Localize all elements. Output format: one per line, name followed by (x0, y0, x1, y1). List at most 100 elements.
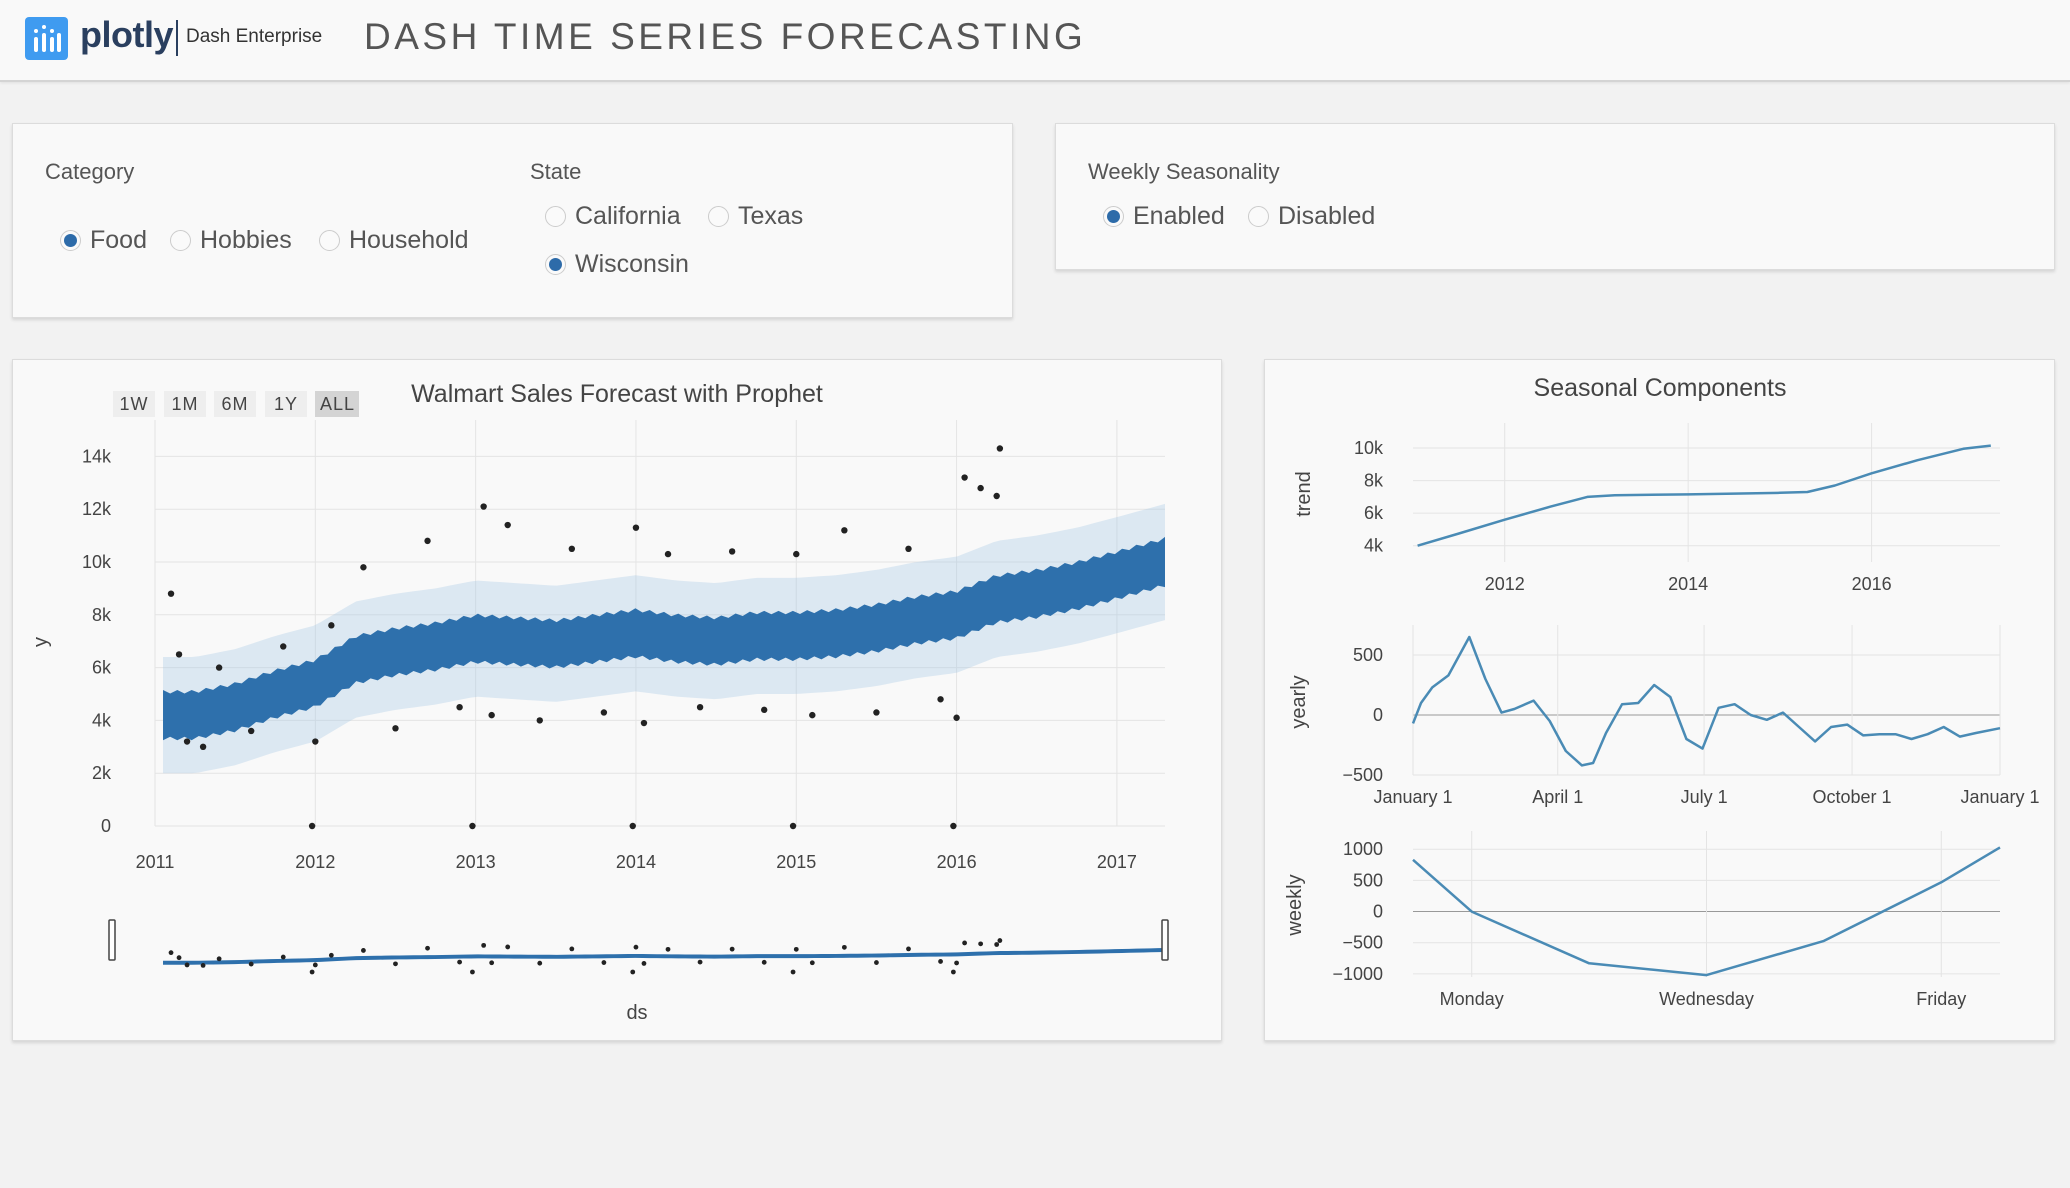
data-point (480, 503, 487, 510)
x-tick-label: Friday (1916, 989, 1966, 1009)
rangeslider-point (633, 944, 639, 950)
product-name: Dash Enterprise (186, 26, 323, 47)
data-point (961, 474, 968, 481)
rangeslider-point (481, 942, 487, 948)
forecast-chart-title: Walmart Sales Forecast with Prophet (411, 380, 823, 408)
seasonal-components-chart[interactable]: Seasonal Components 4k 6k 8k 10k 2012 2014 201… (1265, 360, 2054, 1040)
category-radio-food[interactable]: Food (60, 226, 147, 255)
category-radio-hobbies[interactable]: Hobbies (170, 226, 292, 255)
y-tick-label: −500 (1342, 765, 1383, 785)
range-button-all[interactable]: ALL (315, 391, 359, 417)
plotly-logo-icon (25, 17, 68, 60)
y-tick-label: 4k (92, 710, 112, 730)
data-point (993, 492, 1000, 500)
state-radio-wisconsin[interactable]: Wisconsin (545, 250, 689, 279)
rangeslider-forecast (163, 948, 1165, 965)
rangeslider-point (312, 962, 318, 968)
trend-axis-label: trend (1293, 471, 1315, 517)
data-point (664, 550, 672, 558)
yearly-axis-label: yearly (1288, 675, 1310, 728)
rangeslider-point (697, 959, 703, 965)
rangeslider-point (361, 948, 366, 953)
data-point (937, 696, 944, 703)
data-point (629, 822, 636, 830)
radio-checked-icon (60, 230, 81, 251)
y-tick-label: 8k (1364, 471, 1384, 491)
rangeslider-point (729, 946, 735, 952)
range-button-6m[interactable]: 6M (214, 391, 256, 417)
radio-unchecked-icon (545, 206, 566, 227)
data-point (905, 545, 912, 552)
app-header: plotly Dash Enterprise DASH TIME SERIES … (0, 0, 2070, 82)
data-point (873, 709, 880, 716)
rangeslider-left-handle (108, 919, 116, 961)
rangeslider-point (569, 946, 575, 952)
data-point (536, 717, 543, 724)
y-tick-label: 500 (1353, 645, 1383, 665)
weekly-seasonality-label: Weekly Seasonality (1088, 159, 1280, 184)
rangeslider-point (874, 960, 879, 965)
data-point (504, 521, 511, 529)
forecast-x-axis-label: ds (626, 1002, 647, 1024)
data-point (568, 545, 576, 552)
data-point (953, 714, 960, 721)
data-point (215, 664, 223, 671)
data-point (199, 743, 207, 750)
rangeslider-point (994, 942, 1000, 947)
filters-card: Category Food Hobbies Household State Ca… (12, 123, 1013, 318)
data-point (841, 527, 848, 534)
rangeslider-point (489, 960, 495, 966)
data-point (308, 822, 316, 830)
rangeslider-point (906, 946, 911, 952)
x-tick-label: October 1 (1813, 787, 1892, 807)
y-tick-label: 12k (82, 499, 112, 519)
forecast-chart[interactable]: Walmart Sales Forecast with Prophet 0 2k 4… (13, 360, 1221, 1040)
x-tick-label: July 1 (1681, 787, 1728, 807)
data-point (950, 822, 957, 830)
data-point (600, 709, 608, 716)
y-tick-label: 8k (92, 605, 112, 625)
rangeslider-right-handle (1161, 919, 1169, 961)
x-tick-label: Wednesday (1659, 989, 1754, 1009)
category-radio-household[interactable]: Household (319, 226, 469, 255)
rangeslider-point (200, 963, 206, 968)
weekly-axis-label: weekly (1284, 874, 1306, 936)
x-tick-label: 2015 (776, 852, 816, 872)
data-point (793, 550, 800, 558)
rangeslider-point (938, 959, 943, 964)
y-tick-label: 1000 (1343, 839, 1383, 859)
y-tick-label: −1000 (1332, 964, 1383, 984)
rangeslider-point (997, 938, 1003, 943)
range-button-1m[interactable]: 1M (164, 391, 206, 417)
weekly-radio-enabled[interactable]: Enabled (1103, 202, 1225, 231)
rangeslider-point (761, 959, 767, 965)
data-point (175, 651, 183, 658)
seasonal-components-title: Seasonal Components (1534, 374, 1787, 402)
rangeslider-point (168, 950, 174, 956)
range-button-1y[interactable]: 1Y (265, 391, 307, 417)
rangeslider-point (630, 969, 636, 975)
rangeslider-point (665, 946, 671, 952)
rangeslider-point (841, 944, 847, 950)
x-tick-label: 2012 (1485, 574, 1525, 594)
y-tick-label: 0 (1373, 902, 1383, 922)
data-point (488, 711, 495, 719)
data-point (312, 738, 319, 745)
data-point (280, 643, 287, 650)
state-radio-texas[interactable]: Texas (708, 202, 803, 231)
y-tick-label: 2k (92, 763, 112, 783)
state-radio-california[interactable]: California (545, 202, 681, 231)
y-tick-label: 10k (1354, 438, 1384, 458)
data-point (328, 622, 335, 629)
rangeslider-point (790, 969, 796, 975)
page-title: DASH TIME SERIES FORECASTING (364, 16, 1087, 57)
component-line (1412, 846, 2001, 977)
rangeslider-point (216, 956, 222, 962)
y-tick-label: 6k (1364, 503, 1384, 523)
brand-divider (176, 20, 178, 56)
weekly-radio-disabled[interactable]: Disabled (1248, 202, 1375, 231)
data-point (809, 711, 816, 719)
x-tick-label: Monday (1440, 989, 1504, 1009)
x-tick-label: 2013 (456, 852, 496, 872)
range-button-1w[interactable]: 1W (113, 391, 155, 417)
